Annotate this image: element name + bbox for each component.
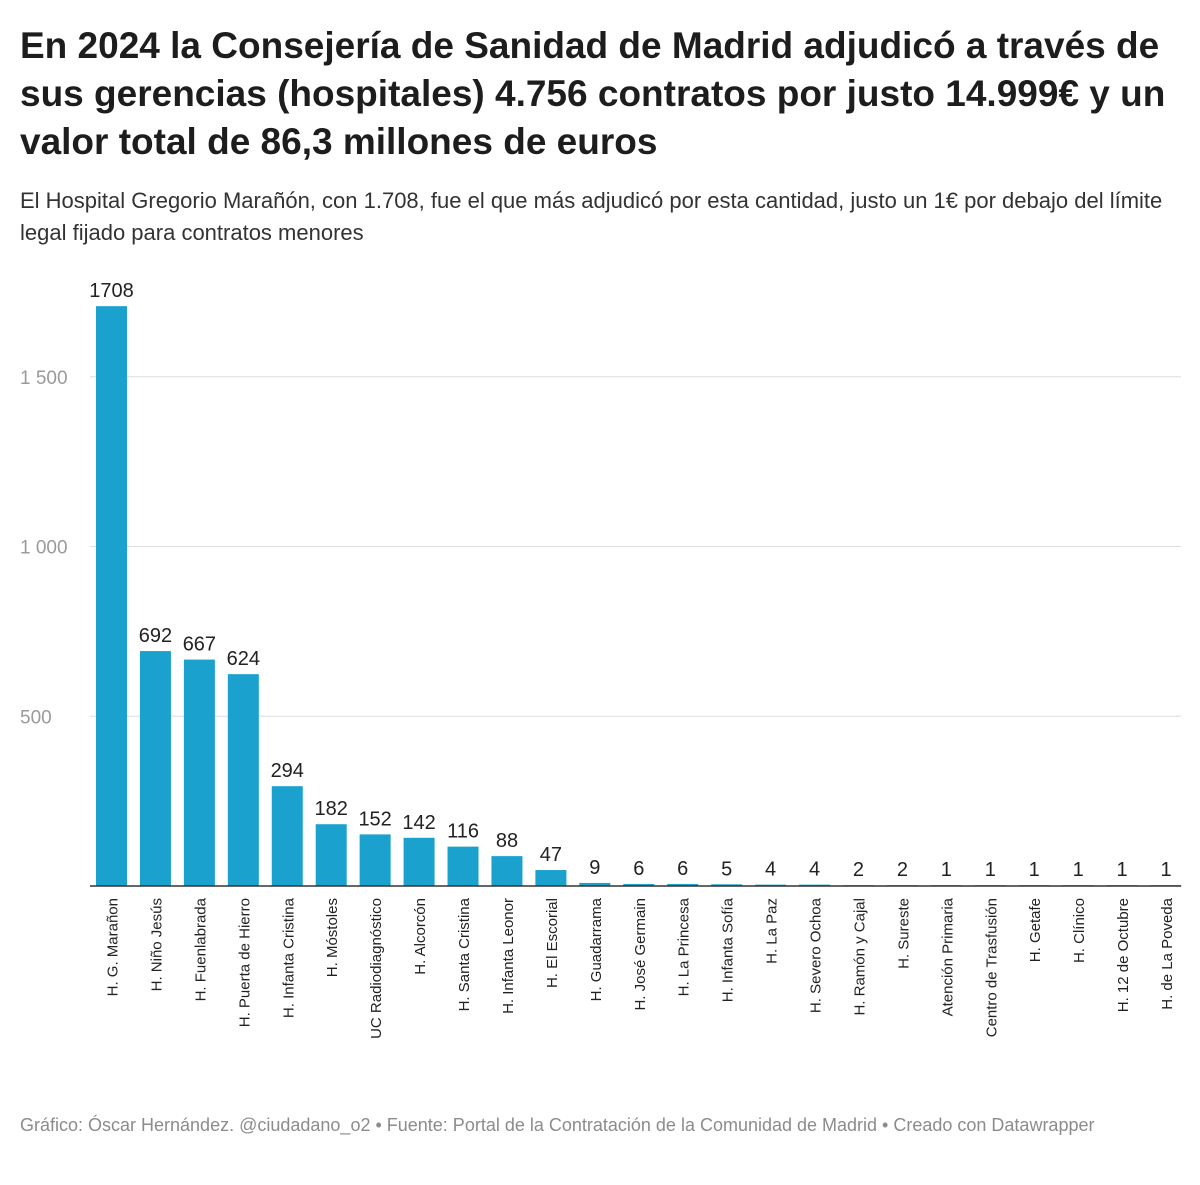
bar bbox=[271, 786, 303, 886]
y-tick-label: 1 500 bbox=[20, 368, 68, 389]
bar bbox=[491, 856, 523, 886]
bar bbox=[667, 883, 699, 886]
value-label: 2 bbox=[897, 859, 908, 881]
gridlines: 500 1 000 1 500 bbox=[20, 368, 1181, 728]
bar bbox=[711, 884, 743, 886]
category-label: H. Infanta Leonor bbox=[500, 898, 517, 1014]
chart-title: En 2024 la Consejería de Sanidad de Madr… bbox=[20, 25, 1166, 162]
value-label: 88 bbox=[496, 830, 518, 852]
value-label: 4 bbox=[809, 859, 820, 881]
category-label: H. Guadarrama bbox=[588, 897, 605, 1001]
bar bbox=[447, 846, 479, 886]
value-label: 624 bbox=[227, 648, 260, 670]
value-label: 182 bbox=[315, 798, 348, 820]
bar bbox=[183, 659, 215, 886]
value-label: 47 bbox=[540, 844, 562, 866]
value-label: 1 bbox=[941, 859, 952, 881]
category-label: H. El Escorial bbox=[544, 898, 561, 988]
category-label: H. Niño Jesús bbox=[148, 898, 165, 991]
value-label: 1708 bbox=[89, 280, 134, 302]
category-label: Centro de Trasfusión bbox=[983, 898, 1000, 1037]
category-label: H. La Paz bbox=[764, 898, 781, 964]
value-label: 1 bbox=[1160, 859, 1171, 881]
category-label: UC Radiodiagnóstico bbox=[368, 898, 385, 1039]
bar bbox=[579, 882, 611, 886]
category-label: H. Infanta Sofía bbox=[720, 897, 737, 1002]
category-label: H. de La Poveda bbox=[1159, 897, 1176, 1009]
category-label: H. Santa Cristina bbox=[456, 897, 473, 1011]
bars bbox=[96, 306, 1182, 886]
category-label: H. Fuenlabrada bbox=[192, 897, 209, 1001]
category-label: H. Puerta de Hierro bbox=[236, 898, 253, 1027]
category-label: H. José Germain bbox=[632, 898, 649, 1011]
bar bbox=[96, 306, 127, 886]
category-labels: H. G. Marañon H. Niño Jesús H. Fuenlabrada… bbox=[105, 897, 1177, 1039]
bar bbox=[139, 651, 171, 886]
value-label: 1 bbox=[1117, 859, 1128, 881]
value-label: 152 bbox=[358, 808, 391, 830]
bar bbox=[623, 883, 655, 886]
category-label: Atención Primaria bbox=[939, 897, 956, 1016]
y-tick-label: 500 bbox=[20, 707, 52, 728]
bar bbox=[227, 674, 259, 886]
category-label: H. Ramón y Cajal bbox=[851, 898, 868, 1016]
value-label: 142 bbox=[402, 812, 435, 834]
value-label: 5 bbox=[721, 858, 732, 880]
category-label: H. Severo Ochoa bbox=[808, 897, 825, 1013]
category-label: H. Alcorcón bbox=[412, 898, 429, 975]
category-label: H. 12 de Octubre bbox=[1115, 898, 1132, 1012]
value-label: 294 bbox=[271, 760, 304, 782]
source-footer: Gráfico: Óscar Hernández. @ciudadano_o2 … bbox=[20, 1115, 1095, 1135]
category-label: H. Móstoles bbox=[324, 898, 341, 977]
chart-subtitle: El Hospital Gregorio Marañón, con 1.708,… bbox=[20, 188, 1163, 245]
value-label: 116 bbox=[447, 821, 479, 843]
value-labels: 1708 692 667 624 294 182 152 142 116 88 47 9 6 6 5 4 4 2 2… bbox=[89, 280, 1171, 881]
value-label: 692 bbox=[139, 625, 172, 647]
category-label: H. Sureste bbox=[895, 898, 912, 969]
value-label: 1 bbox=[1029, 859, 1040, 881]
value-label: 4 bbox=[765, 859, 776, 881]
value-label: 9 bbox=[589, 857, 600, 879]
category-label: H. G. Marañon bbox=[105, 898, 122, 996]
category-label: H. Clínico bbox=[1071, 898, 1088, 963]
value-label: 6 bbox=[677, 858, 688, 880]
category-label: H. Getafe bbox=[1027, 898, 1044, 962]
category-label: H. La Princesa bbox=[676, 897, 693, 996]
value-label: 1 bbox=[985, 859, 996, 881]
value-label: 6 bbox=[633, 858, 644, 880]
value-label: 2 bbox=[853, 859, 864, 881]
value-label: 1 bbox=[1073, 859, 1084, 881]
bar bbox=[535, 870, 567, 886]
bar bbox=[403, 837, 435, 886]
bar bbox=[315, 824, 347, 886]
y-tick-label: 1 000 bbox=[20, 538, 68, 559]
category-label: H. Infanta Cristina bbox=[280, 897, 297, 1018]
bar bbox=[359, 834, 391, 886]
value-label: 667 bbox=[183, 634, 216, 656]
